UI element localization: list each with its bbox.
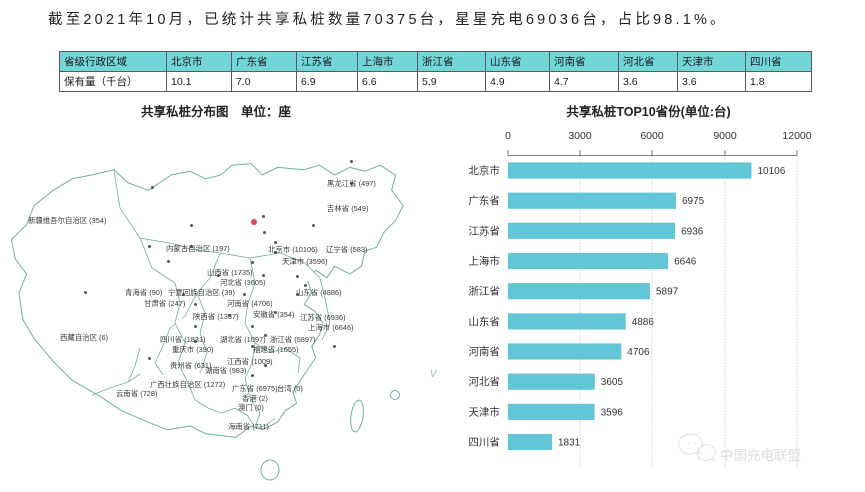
svg-text:6936: 6936: [681, 226, 704, 237]
svg-text:天津市: 天津市: [468, 405, 500, 418]
svg-text:四川省: 四川省: [468, 436, 500, 449]
svg-text:1831: 1831: [558, 438, 581, 449]
svg-text:5897: 5897: [656, 287, 679, 298]
svg-text:3605: 3605: [601, 377, 624, 388]
svg-text:4886: 4886: [632, 317, 655, 328]
svg-text:江苏省: 江苏省: [468, 224, 500, 237]
svg-text:3000: 3000: [568, 130, 592, 142]
svg-text:山东省: 山东省: [468, 315, 500, 328]
svg-text:河北省: 河北省: [468, 375, 500, 388]
svg-text:中国充电联盟: 中国充电联盟: [720, 448, 801, 463]
svg-text:0: 0: [505, 130, 511, 142]
svg-text:6975: 6975: [682, 196, 705, 207]
svg-text:12000: 12000: [782, 130, 811, 142]
svg-text:3596: 3596: [601, 407, 624, 418]
svg-text:10106: 10106: [758, 166, 786, 177]
svg-text:4706: 4706: [627, 347, 650, 358]
svg-text:6646: 6646: [674, 257, 697, 268]
svg-text:上海市: 上海市: [468, 255, 500, 268]
svg-text:北京市: 北京市: [468, 164, 500, 177]
svg-text:9000: 9000: [713, 130, 737, 142]
svg-text:6000: 6000: [640, 130, 664, 142]
svg-text:广东省: 广东省: [468, 194, 500, 207]
svg-text:浙江省: 浙江省: [468, 285, 500, 298]
svg-text:河南省: 河南省: [468, 345, 500, 358]
